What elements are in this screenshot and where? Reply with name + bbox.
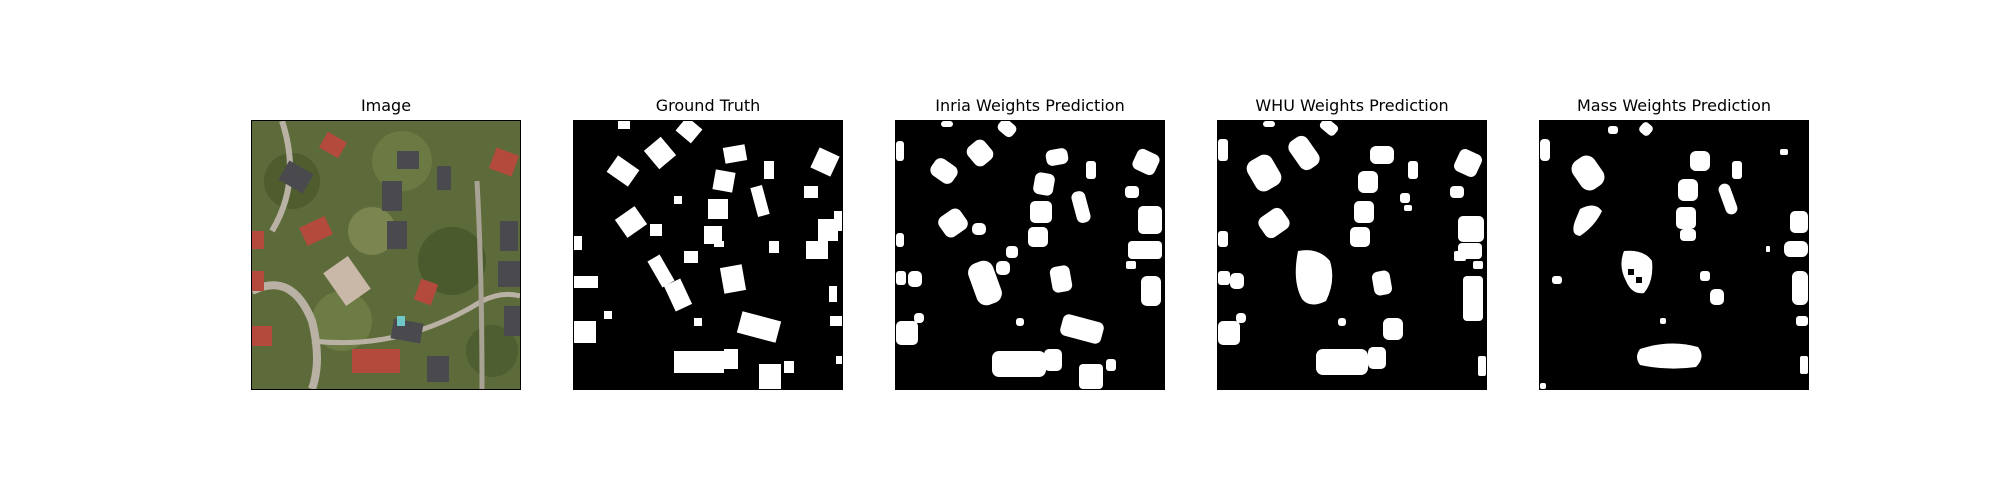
- panel-title: Mass Weights Prediction: [1576, 96, 1771, 115]
- panel-title: Image: [360, 96, 412, 115]
- ground-truth-mask: [573, 120, 843, 390]
- mass-prediction-mask: [1539, 120, 1809, 390]
- panel-title: Ground Truth: [655, 96, 761, 115]
- panel-title: WHU Weights Prediction: [1255, 96, 1449, 115]
- aerial-image: [251, 120, 521, 390]
- panel-title: Inria Weights Prediction: [935, 96, 1125, 115]
- inria-prediction-mask: [895, 120, 1165, 390]
- whu-prediction-mask: [1217, 120, 1487, 390]
